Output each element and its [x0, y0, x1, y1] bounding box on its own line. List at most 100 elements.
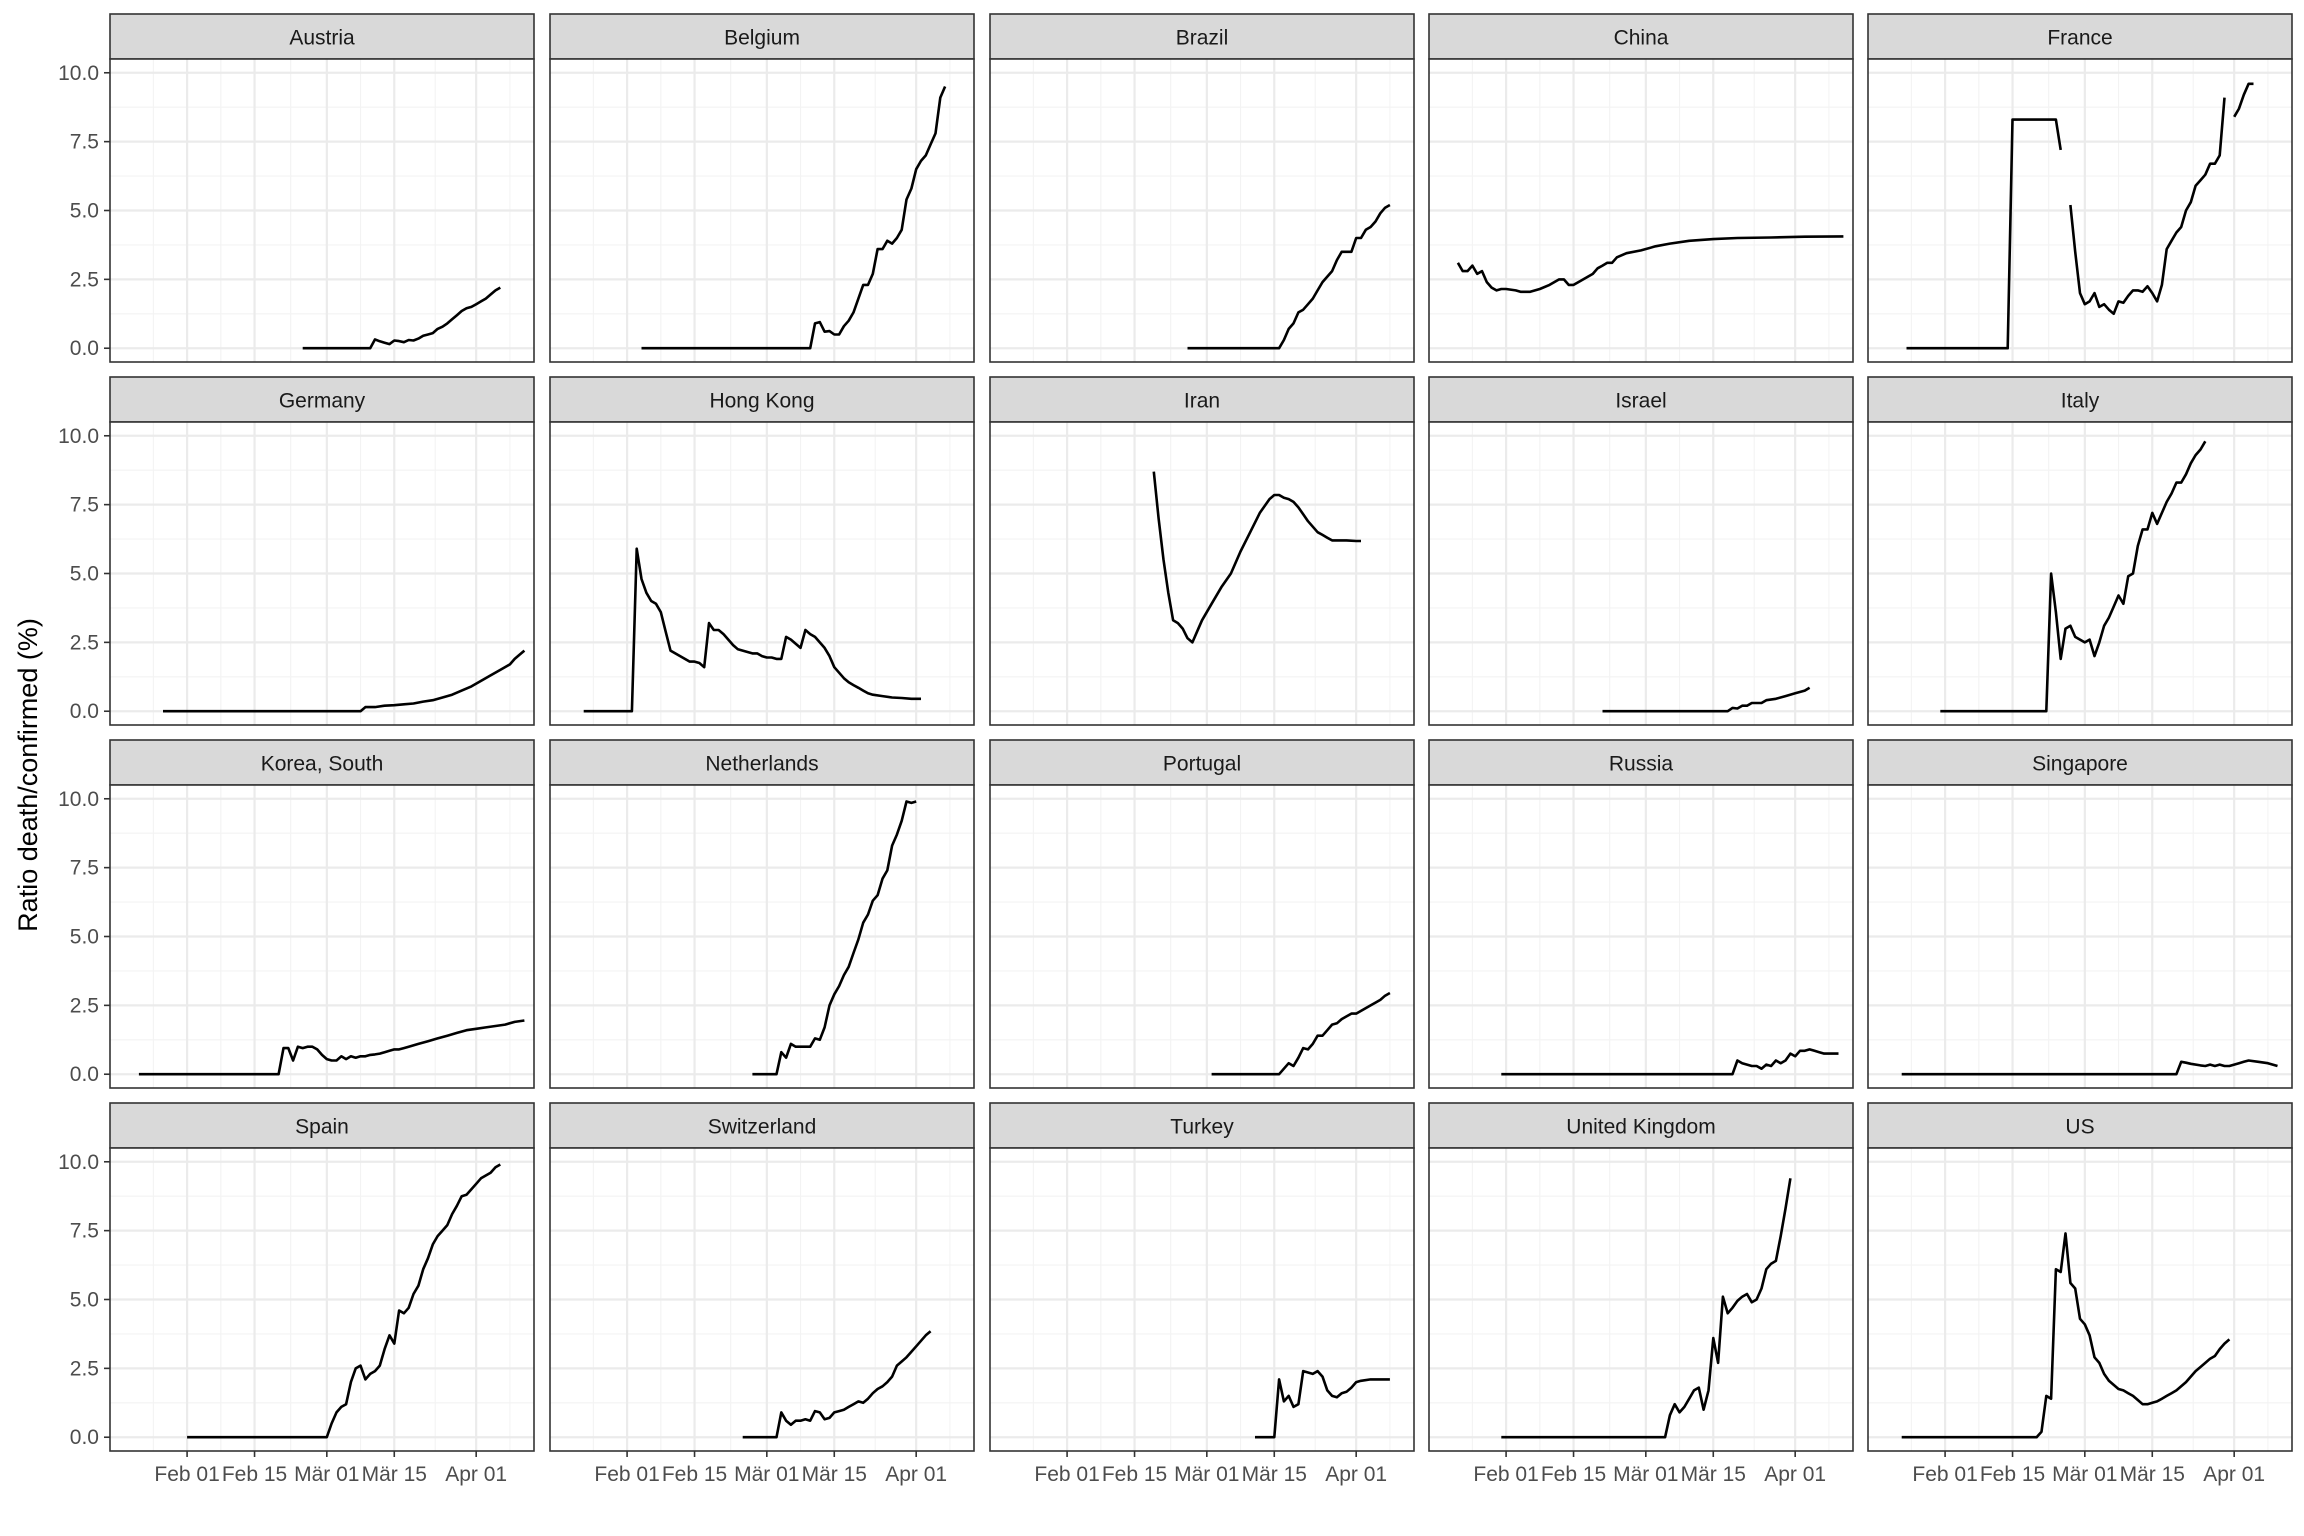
facet-strip: [1428, 739, 1854, 786]
facet-panel-turkey: Turkey Feb 01 Feb 15 Mär 01 Mär 15 Apr 01: [989, 1102, 1415, 1486]
facet-strip-label: Portugal: [1163, 753, 1241, 776]
x-tick-label: Feb 15: [1541, 1463, 1606, 1486]
facet-strip: [1428, 376, 1854, 423]
x-tick-label: Feb 01: [594, 1463, 659, 1486]
facet-panel-italy: Italy: [1867, 376, 2293, 726]
facet-panel-united-kingdom: United Kingdom Feb 01 Feb 15 Mär 01 Mär 15 Ap…: [1428, 1102, 1854, 1486]
facet-strip-label: Italy: [2061, 390, 2100, 413]
facet-panel-germany: Germany 0.0 2.5 5.0 7.5 10.0: [58, 376, 535, 726]
series-line-italy: [1940, 440, 2207, 713]
panel-border: [989, 58, 1415, 363]
series-line-united-kingdom: [1501, 1178, 1792, 1439]
panel-border: [549, 784, 975, 1089]
series-line-hong-kong: [583, 547, 921, 713]
panel-border: [989, 1147, 1415, 1452]
y-tick-label: 5.0: [70, 200, 99, 223]
facet-panel-us: US Feb 01 Feb 15 Mär 01 Mär 15 Apr 01: [1867, 1102, 2293, 1486]
facet-strip: [1428, 13, 1854, 60]
y-tick-label: 10.0: [58, 788, 99, 811]
x-tick-label: Feb 15: [1980, 1463, 2045, 1486]
facet-panel-belgium: Belgium: [549, 13, 975, 363]
facet-panel-korea-south: Korea, South 0.0 2.5 5.0 7.5 10.0: [58, 739, 535, 1089]
y-tick-label: 2.5: [70, 994, 99, 1017]
x-tick-label: Mär 01: [1174, 1463, 1239, 1486]
x-tick-label: Mär 01: [294, 1463, 359, 1486]
x-tick-label: Apr 01: [885, 1463, 947, 1486]
panel-border: [1867, 1147, 2293, 1452]
facet-strip-label: Switzerland: [708, 1116, 817, 1139]
facet-strip-label: Russia: [1609, 753, 1674, 776]
facet-strip: [989, 376, 1415, 423]
x-tick-label: Mär 01: [2052, 1463, 2117, 1486]
facet-strip: [549, 739, 975, 786]
y-tick-label: 10.0: [58, 1151, 99, 1174]
facet-strip-label: Spain: [295, 1116, 349, 1139]
facet-strip-label: United Kingdom: [1566, 1116, 1715, 1139]
x-tick-label: Feb 15: [1102, 1463, 1167, 1486]
facet-strip-label: Israel: [1615, 390, 1666, 413]
x-tick-label: Feb 01: [1034, 1463, 1099, 1486]
facet-strip: [1867, 1102, 2293, 1149]
y-tick-label: 7.5: [70, 131, 99, 154]
x-tick-label: Apr 01: [1764, 1463, 1826, 1486]
series-line-iran: [1152, 471, 1361, 644]
x-tick-label: Mär 15: [802, 1463, 867, 1486]
series-line-portugal: [1211, 991, 1391, 1076]
series-line-singapore: [1901, 1059, 2278, 1076]
facet-strip-label: Korea, South: [261, 753, 384, 776]
facet-panel-russia: Russia: [1428, 739, 1854, 1089]
x-tick-label: Feb 15: [222, 1463, 287, 1486]
facet-strip: [989, 739, 1415, 786]
x-tick-label: Feb 15: [662, 1463, 727, 1486]
x-tick-label: Mär 15: [2120, 1463, 2185, 1486]
panel-border: [1428, 784, 1854, 1089]
y-tick-label: 10.0: [58, 62, 99, 85]
series-line-spain: [187, 1163, 501, 1439]
series-line-switzerland: [742, 1330, 932, 1439]
panel-border: [1867, 784, 2293, 1089]
facet-strip: [109, 13, 535, 60]
series-line-korea-south: [138, 1019, 525, 1076]
series-line-israel: [1602, 686, 1811, 713]
facet-strip: [109, 376, 535, 423]
series-line-germany: [163, 649, 526, 713]
facet-strip: [109, 739, 535, 786]
panel-border: [1867, 58, 2293, 363]
facet-strip: [989, 1102, 1415, 1149]
y-tick-label: 2.5: [70, 268, 99, 291]
facet-panel-israel: Israel: [1428, 376, 1854, 726]
facet-strip-label: Hong Kong: [709, 390, 814, 413]
panel-border: [1428, 1147, 1854, 1452]
panel-border: [549, 1147, 975, 1452]
facet-panel-brazil: Brazil: [989, 13, 1415, 363]
series-line-russia: [1501, 1048, 1839, 1076]
panel-border: [1428, 58, 1854, 363]
panel-border: [549, 58, 975, 363]
panel-border: [1428, 421, 1854, 726]
facet-panel-iran: Iran: [989, 376, 1415, 726]
x-tick-label: Apr 01: [445, 1463, 507, 1486]
facet-panel-singapore: Singapore: [1867, 739, 2293, 1089]
panel-border: [989, 421, 1415, 726]
series-line-belgium: [641, 85, 947, 350]
x-tick-label: Mär 15: [362, 1463, 427, 1486]
series-line-brazil: [1187, 203, 1391, 350]
facet-strip: [989, 13, 1415, 60]
facet-strip-label: Austria: [289, 27, 355, 50]
panel-border: [549, 421, 975, 726]
y-tick-label: 2.5: [70, 631, 99, 654]
y-tick-label: 5.0: [70, 563, 99, 586]
facet-panel-hong-kong: Hong Kong: [549, 376, 975, 726]
facet-strip: [1867, 739, 2293, 786]
y-tick-label: 0.0: [70, 337, 99, 360]
facet-strip-label: Singapore: [2032, 753, 2128, 776]
y-tick-label: 0.0: [70, 1063, 99, 1086]
panel-border: [989, 784, 1415, 1089]
y-tick-label: 0.0: [70, 700, 99, 723]
facet-panel-china: China: [1428, 13, 1854, 363]
x-tick-label: Apr 01: [2203, 1463, 2265, 1486]
series-line-netherlands: [752, 800, 917, 1076]
facet-strip-label: Turkey: [1170, 1116, 1234, 1139]
x-tick-label: Mär 01: [734, 1463, 799, 1486]
